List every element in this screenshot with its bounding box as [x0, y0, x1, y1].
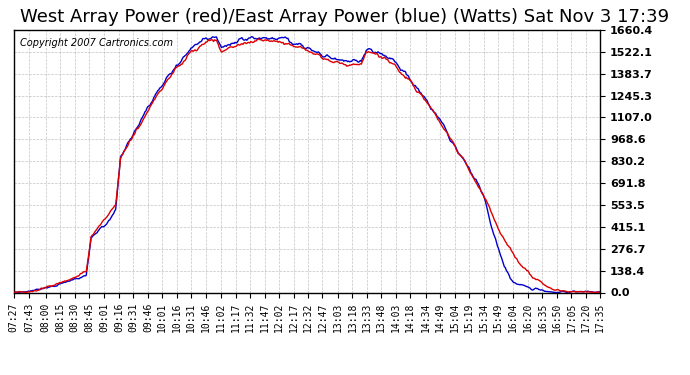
Text: Copyright 2007 Cartronics.com: Copyright 2007 Cartronics.com — [19, 38, 172, 48]
Text: West Array Power (red)/East Array Power (blue) (Watts) Sat Nov 3 17:39: West Array Power (red)/East Array Power … — [21, 8, 669, 26]
